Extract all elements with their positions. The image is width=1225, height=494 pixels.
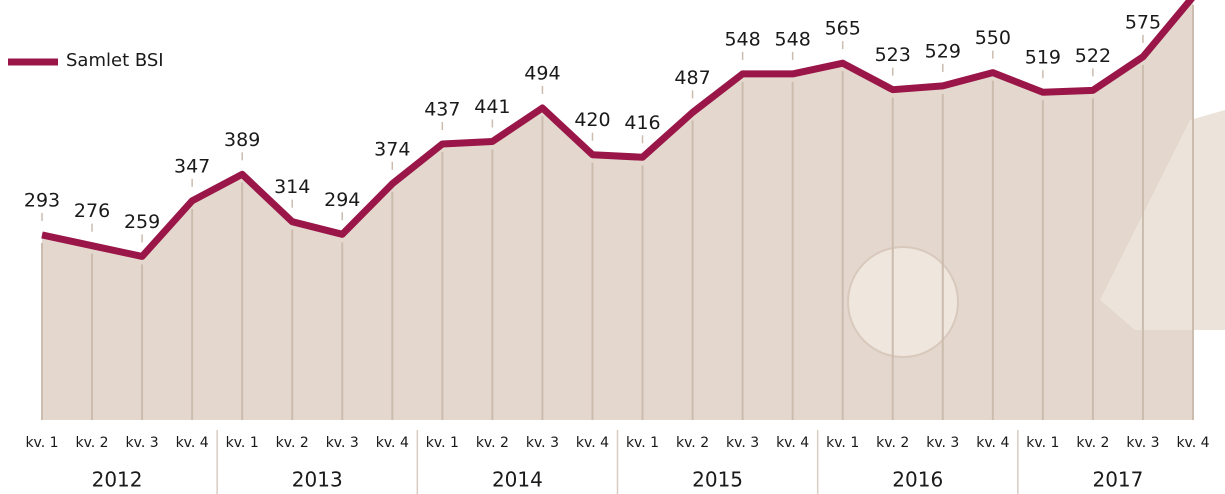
value-label: 522 xyxy=(1075,45,1111,67)
value-label: 550 xyxy=(975,27,1011,49)
x-tick-label: kv. 3 xyxy=(126,435,159,451)
x-tick-label: kv. 4 xyxy=(576,435,609,451)
value-label: 374 xyxy=(374,138,410,160)
x-tick-label: kv. 2 xyxy=(75,435,108,451)
value-label: 276 xyxy=(74,200,110,222)
x-tick-label: kv. 4 xyxy=(176,435,209,451)
x-tick-label: kv. 1 xyxy=(1026,435,1059,451)
value-label: 347 xyxy=(174,155,210,177)
x-tick-label: kv. 1 xyxy=(426,435,459,451)
year-label: 2014 xyxy=(492,468,543,492)
x-tick-label: kv. 1 xyxy=(626,435,659,451)
area xyxy=(42,0,1193,420)
value-label: 441 xyxy=(474,96,510,118)
x-tick-label: kv. 1 xyxy=(826,435,859,451)
value-label: 314 xyxy=(274,176,310,198)
value-label: 494 xyxy=(524,63,560,85)
x-tick-label: kv. 1 xyxy=(226,435,259,451)
year-label: 2017 xyxy=(1092,468,1143,492)
year-label: 2015 xyxy=(692,468,743,492)
year-label: 2016 xyxy=(892,468,943,492)
x-tick-label: kv. 2 xyxy=(476,435,509,451)
x-tick-label: kv. 2 xyxy=(876,435,909,451)
year-label: 2012 xyxy=(92,468,143,492)
x-tick-label: kv. 3 xyxy=(526,435,559,451)
x-tick-label: kv. 4 xyxy=(376,435,409,451)
x-tick-label: kv. 4 xyxy=(1176,435,1209,451)
x-tick-label: kv. 2 xyxy=(676,435,709,451)
value-label: 529 xyxy=(925,40,961,62)
value-label: 389 xyxy=(224,129,260,151)
value-label: 420 xyxy=(574,109,610,131)
legend-label: Samlet BSI xyxy=(66,50,164,71)
x-tick-label: kv. 3 xyxy=(326,435,359,451)
x-tick-label: kv. 1 xyxy=(25,435,58,451)
value-label: 523 xyxy=(875,44,911,66)
ball-decoration xyxy=(848,247,958,357)
x-tick-label: kv. 2 xyxy=(276,435,309,451)
value-label: 437 xyxy=(424,99,460,121)
value-label: 575 xyxy=(1125,11,1161,33)
value-label: 519 xyxy=(1025,47,1061,69)
value-label: 293 xyxy=(24,189,60,211)
x-tick-label: kv. 3 xyxy=(726,435,759,451)
value-label: 548 xyxy=(724,28,760,50)
value-label: 294 xyxy=(324,189,360,211)
value-label: 548 xyxy=(775,28,811,50)
chart: 293 276 259 347 389 314 294 374 437 441 494 420 416 4… xyxy=(0,0,1225,494)
x-tick-label: kv. 3 xyxy=(926,435,959,451)
x-tick-label: kv. 4 xyxy=(976,435,1009,451)
x-tick-label: kv. 4 xyxy=(776,435,809,451)
value-label: 565 xyxy=(825,18,861,40)
value-label: 259 xyxy=(124,211,160,233)
x-tick-label: kv. 3 xyxy=(1126,435,1159,451)
year-label: 2013 xyxy=(292,468,343,492)
x-tick-label: kv. 2 xyxy=(1076,435,1109,451)
value-label: 487 xyxy=(674,67,710,89)
value-label: 416 xyxy=(624,112,660,134)
